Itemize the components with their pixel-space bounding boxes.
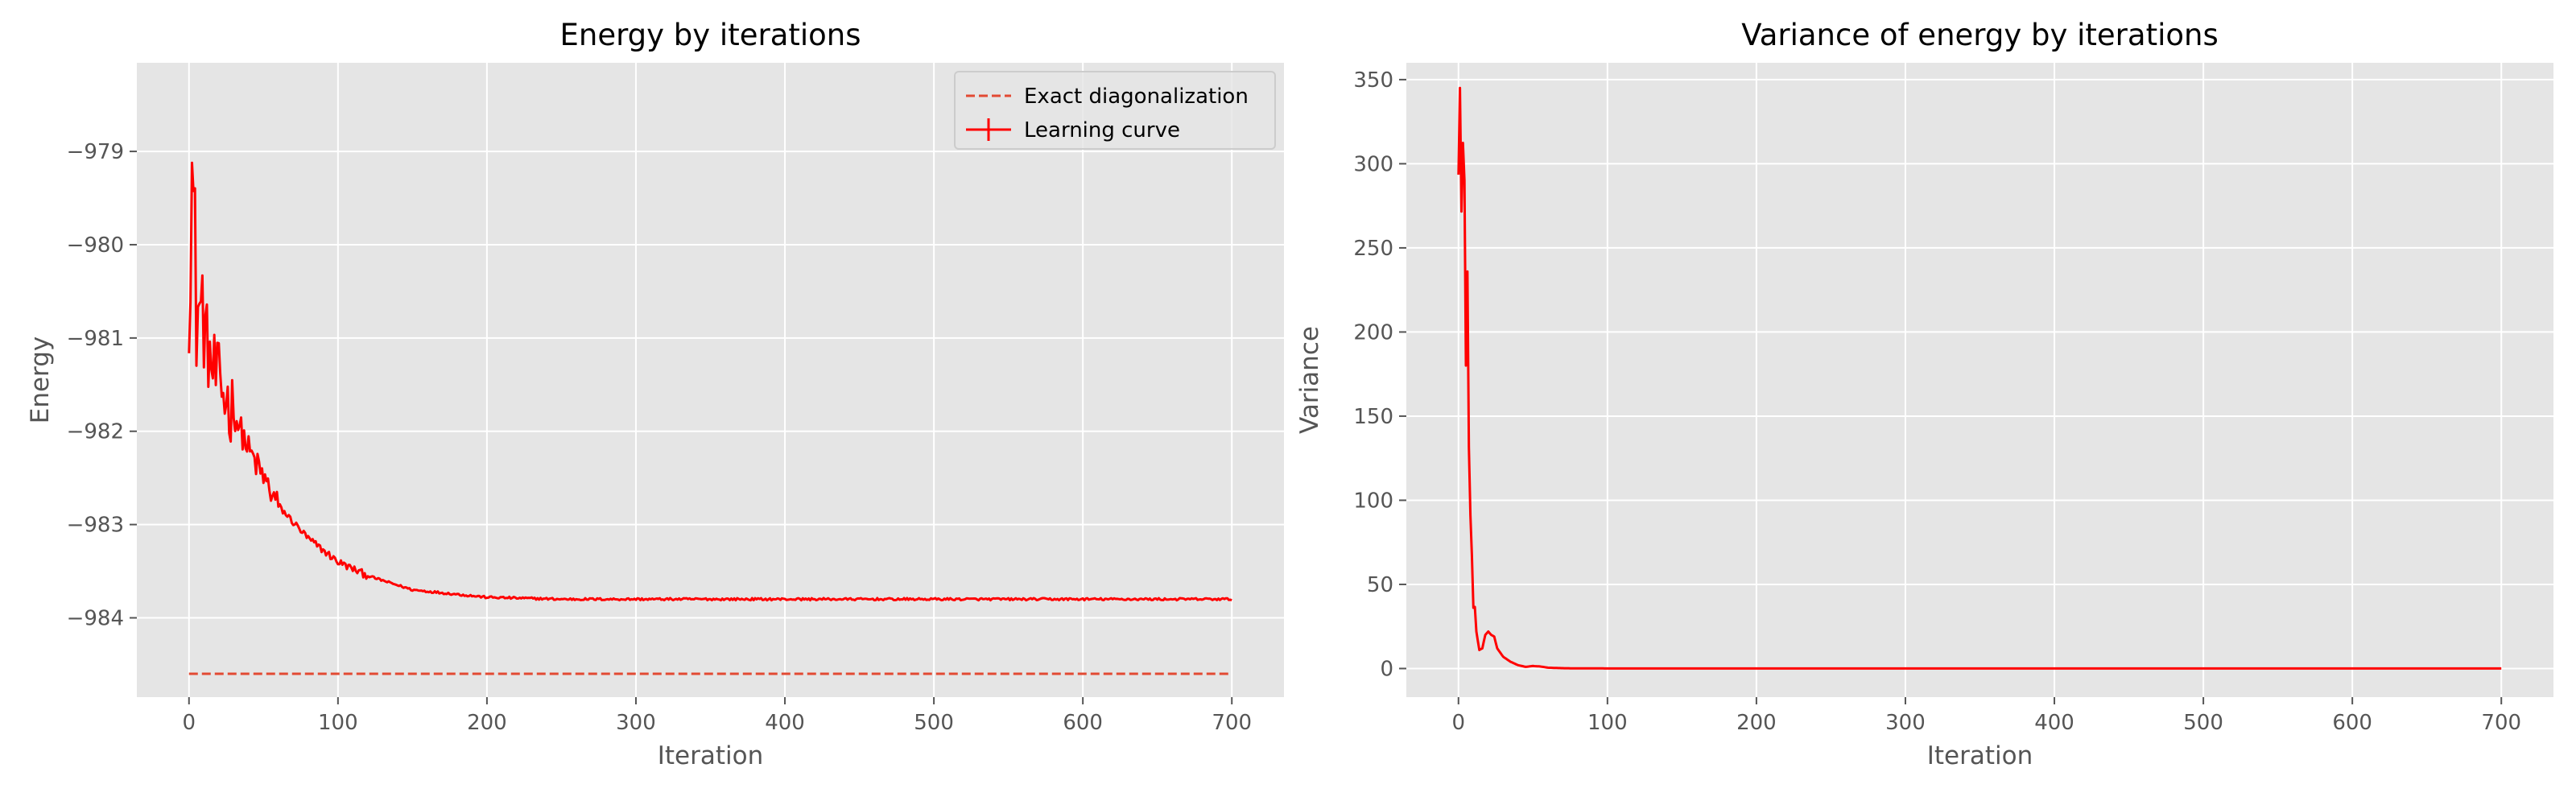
energy-x-tick-label: 500 — [914, 711, 954, 735]
variance-x-axis-label: Iteration — [1927, 741, 2033, 770]
energy-chart-title: Energy by iterations — [559, 18, 861, 52]
energy-panel: 0 100 200 300 400 500 600 700 −984−983−982−981−… — [26, 18, 1284, 770]
variance-y-tick-label: 100 — [1353, 489, 1393, 513]
energy-learning-curve-line — [188, 161, 1232, 602]
variance-y-tick-label: 200 — [1353, 320, 1393, 345]
energy-gridlines — [137, 63, 1284, 697]
variance-y-tick-label: 250 — [1353, 237, 1393, 261]
energy-plot-area — [137, 63, 1284, 697]
energy-y-ticks: −984 −983 −982 −981 −980 −979 — [67, 140, 137, 631]
variance-x-ticks: 0 100 200 300 400 500 600 700 — [1451, 697, 2521, 735]
energy-x-tick-label: 600 — [1063, 711, 1103, 735]
variance-x-tick-label: 200 — [1736, 711, 1777, 735]
energy-x-tick-label: 0 — [182, 711, 196, 735]
variance-y-ticks: 0 50 100 150 200 250 300 350 — [1353, 68, 1406, 681]
energy-x-tick-label: 200 — [467, 711, 507, 735]
energy-x-ticks: 0 100 200 300 400 500 600 700 — [182, 697, 1252, 735]
variance-panel: 0 100 200 300 400 500 600 700 0 50 100 150 200 250 30… — [1295, 18, 2553, 770]
variance-y-tick-label: 50 — [1367, 573, 1393, 597]
variance-x-tick-label: 300 — [1885, 711, 1926, 735]
variance-y-tick-label: 150 — [1353, 405, 1393, 429]
energy-y-axis-label: Energy — [26, 336, 55, 424]
variance-x-tick-label: 400 — [2034, 711, 2074, 735]
legend-box — [954, 71, 1276, 150]
energy-y-tick-label: −982 — [67, 420, 124, 444]
variance-variance-line — [1457, 86, 2502, 670]
energy-y-tick-label: −983 — [67, 514, 124, 538]
variance-chart-title: Variance of energy by iterations — [1741, 18, 2218, 52]
energy-legend: Exact diagonalization Learning curve — [954, 71, 1276, 150]
variance-x-tick-label: 500 — [2183, 711, 2223, 735]
energy-y-tick-label: −979 — [67, 140, 124, 164]
energy-y-tick-label: −980 — [67, 233, 124, 258]
legend-learning-label: Learning curve — [1024, 118, 1180, 142]
energy-x-tick-label: 400 — [765, 711, 805, 735]
variance-y-tick-label: 300 — [1353, 152, 1393, 176]
variance-x-tick-label: 600 — [2332, 711, 2372, 735]
energy-y-tick-label: −984 — [67, 607, 124, 631]
legend-exact-label: Exact diagonalization — [1024, 85, 1249, 109]
variance-series — [1457, 86, 2502, 670]
energy-x-tick-label: 300 — [616, 711, 656, 735]
energy-x-tick-label: 700 — [1212, 711, 1252, 735]
variance-y-tick-label: 350 — [1353, 68, 1393, 93]
variance-y-tick-label: 0 — [1380, 657, 1393, 681]
energy-x-axis-label: Iteration — [658, 741, 764, 770]
variance-x-tick-label: 100 — [1587, 711, 1628, 735]
energy-y-tick-label: −981 — [67, 327, 124, 351]
variance-plot-area — [1406, 63, 2553, 697]
energy-x-tick-label: 100 — [318, 711, 358, 735]
variance-y-axis-label: Variance — [1295, 326, 1324, 434]
energy-series — [188, 161, 1232, 675]
variance-x-tick-label: 0 — [1451, 711, 1465, 735]
variance-x-tick-label: 700 — [2481, 711, 2521, 735]
